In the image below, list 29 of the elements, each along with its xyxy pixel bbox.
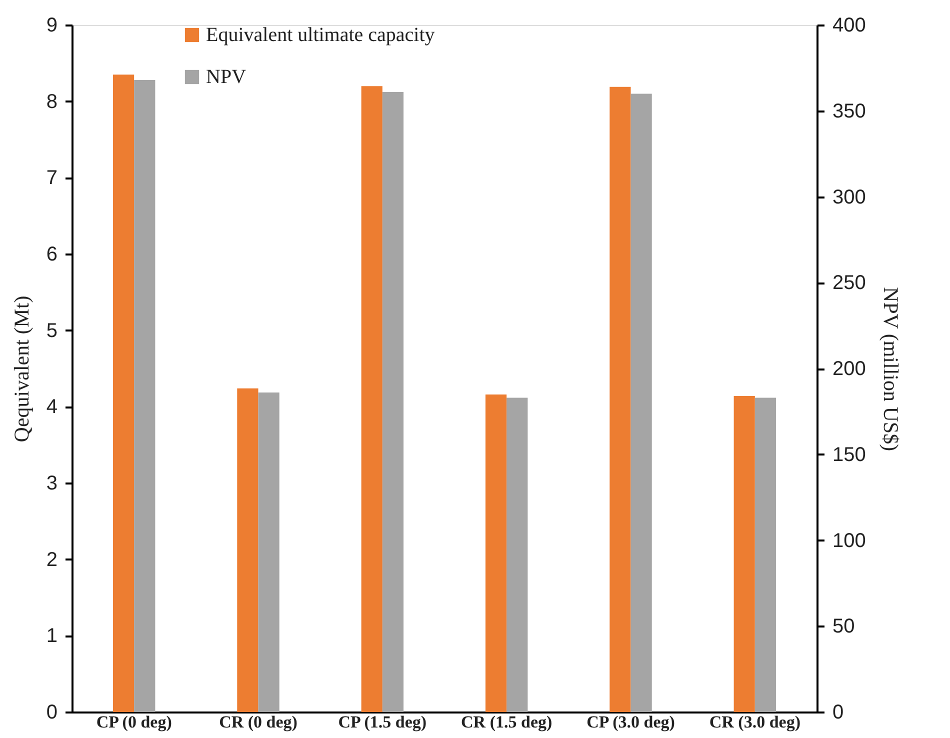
- y-tick-label: 9: [46, 14, 58, 36]
- y-tick-label: 3: [46, 472, 58, 494]
- x-tick-label: CP (0 deg): [96, 712, 172, 732]
- y-tick-label: 1: [46, 625, 58, 648]
- x-tick-label: CP (3.0 deg): [586, 712, 675, 732]
- y2-tick-label: 200: [832, 358, 866, 380]
- y-tick-label: 0: [46, 702, 58, 724]
- y-tick-label: 8: [46, 90, 58, 113]
- y-tick-label: 6: [46, 244, 58, 266]
- x-tick-label: CP (1.5 deg): [338, 712, 427, 732]
- x-tick-label: CR (3.0 deg): [709, 712, 800, 732]
- legend-label: Equivalent ultimate capacity: [206, 24, 435, 46]
- y-axis-title: Qequivalent (Mt): [9, 296, 34, 442]
- x-tick-label: CR (0 deg): [219, 712, 298, 732]
- y-tick-label: 7: [46, 167, 58, 190]
- y2-axis-title: NPV (million US$): [878, 286, 903, 452]
- y2-tick-label: 400: [832, 14, 866, 36]
- y2-tick-label: 50: [832, 616, 855, 638]
- x-tick-label: CR (1.5 deg): [461, 712, 552, 732]
- y-tick-label: 2: [46, 548, 58, 571]
- legend-label: NPV: [206, 66, 247, 88]
- y2-tick-label: 300: [832, 186, 866, 208]
- y2-tick-label: 150: [832, 444, 866, 466]
- y-tick-label: 4: [46, 396, 58, 418]
- y2-tick-label: 250: [832, 272, 866, 294]
- y2-tick-label: 0: [832, 702, 844, 724]
- y-tick-label: 5: [46, 320, 58, 342]
- y2-tick-label: 350: [832, 100, 866, 122]
- y2-tick-label: 100: [832, 530, 866, 552]
